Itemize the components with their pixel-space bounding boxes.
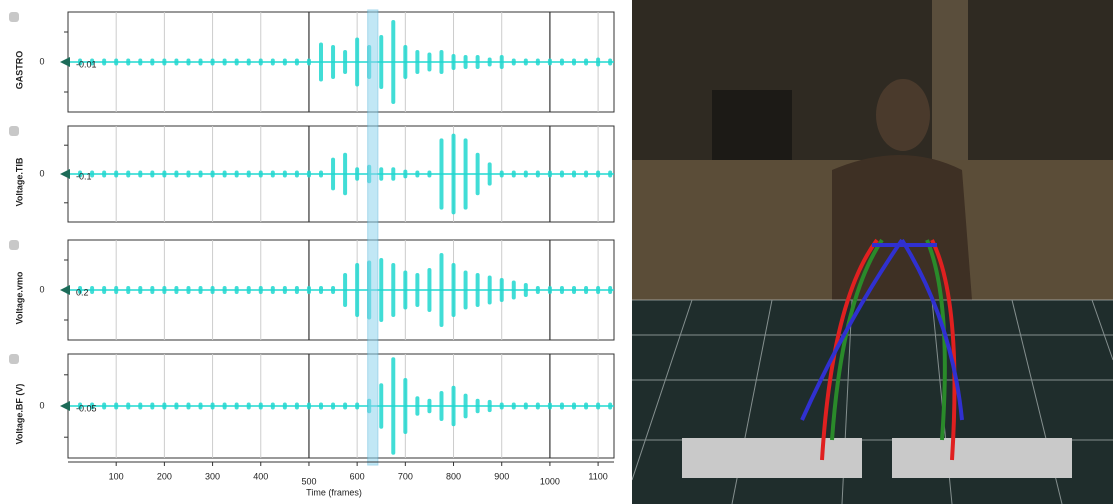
y-axis-label: Voltage.TIB [14,157,24,206]
x-tick-label: 800 [446,471,461,481]
marker-arrow [60,169,70,179]
x-tick-label: 300 [205,471,220,481]
marker-value: -0.1 [76,171,92,181]
floor-plate-right [892,438,1072,478]
x-tick-label: 900 [494,471,509,481]
wall [632,0,1113,160]
marker-arrow [60,285,70,295]
y-tick-label: 0 [39,168,44,178]
y-axis-label: GASTRO [14,51,24,90]
x-tick-label: 1100 [588,471,607,481]
x-tick-label: 1000 [540,476,560,486]
monitor [712,90,792,160]
panel-icon [9,126,19,136]
time-cursor[interactable] [368,10,378,465]
x-tick-label: 400 [253,471,268,481]
panel-icon [9,12,19,22]
head [876,79,930,151]
marker-arrow [60,57,70,67]
marker-value: -0.05 [76,403,97,413]
y-tick-label: 0 [39,284,44,294]
panel-icon [9,240,19,250]
x-tick-label: 500 [301,476,316,486]
marker-arrow [60,401,70,411]
y-axis-label: Voltage.vmo [14,271,24,324]
marker-value: -0.01 [76,59,97,69]
x-tick-label: 600 [350,471,365,481]
floor-plate-left [682,438,862,478]
video-frame [632,0,1113,504]
app-window: {"chart_data": {"type": "multi-panel", "… [0,0,1113,504]
x-tick-label: 700 [398,471,413,481]
y-tick-label: 0 [39,400,44,410]
y-tick-label: 0 [39,56,44,66]
emg-plots: 0 GASTRO -0.01 0 Voltage.TIB -0.1 0 Voltage.vmo… [0,0,632,504]
x-axis-label: Time (frames) [306,487,362,497]
y-axis-label: Voltage.BF (V) [14,384,24,445]
panel-icon [9,354,19,364]
marker-value: 0.2 [76,287,89,297]
torso [832,155,972,300]
x-tick-label: 200 [157,471,172,481]
x-tick-label: 100 [109,471,124,481]
